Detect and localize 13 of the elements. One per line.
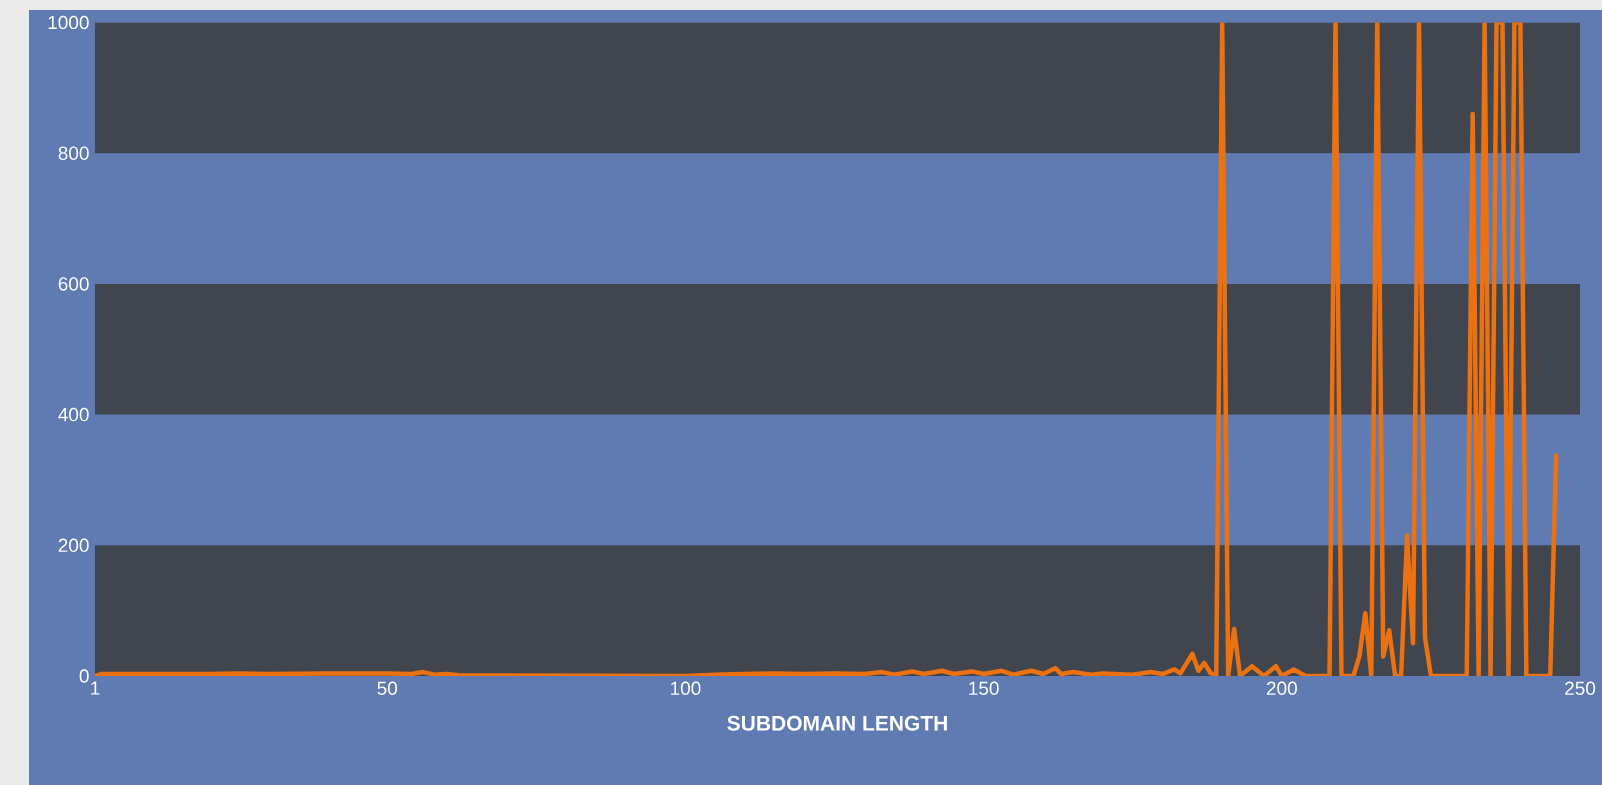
x-axis-title: SUBDOMAIN LENGTH <box>727 715 947 731</box>
y-tick-label: 0 <box>79 669 89 683</box>
y-tick-label: 400 <box>58 407 89 422</box>
x-tick-label: 150 <box>969 681 999 695</box>
x-tick-label: 1 <box>91 681 100 695</box>
y-tick-label: 200 <box>58 538 89 553</box>
x-tick-label: 250 <box>1565 681 1596 695</box>
x-tick-label: 100 <box>671 681 701 695</box>
y-tick-label: 800 <box>58 146 89 160</box>
x-tick-label: 50 <box>377 681 398 695</box>
y-tick-label: 1000 <box>48 15 89 30</box>
x-tick-label: 200 <box>1266 681 1297 695</box>
y-tick-label: 600 <box>58 277 89 291</box>
